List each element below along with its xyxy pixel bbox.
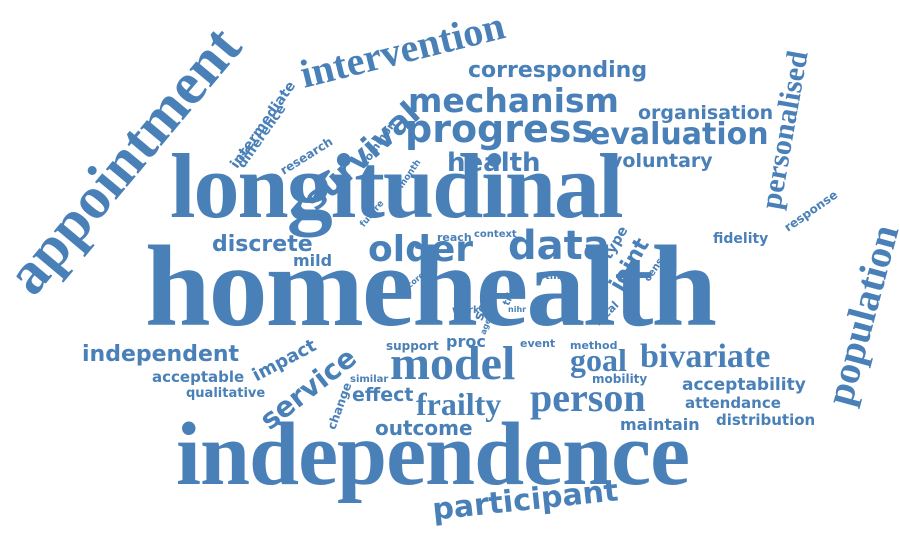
word-fidelity: fidelity xyxy=(713,232,768,246)
word-independent: independent xyxy=(82,344,239,366)
word-bivariate: bivariate xyxy=(640,340,770,374)
word-organisation: organisation xyxy=(638,104,773,123)
word-event: event xyxy=(520,338,555,349)
word-mild: mild xyxy=(293,253,332,269)
word-qualitative: qualitative xyxy=(186,387,265,400)
word-progress: progress xyxy=(405,110,594,148)
word-work: work xyxy=(452,306,480,316)
word-reach: reach xyxy=(437,232,472,243)
word-attendance: attendance xyxy=(685,396,781,411)
word-evaluation: evaluation xyxy=(590,120,769,150)
word-acceptable: acceptable xyxy=(152,370,244,385)
word-time: time xyxy=(545,272,570,282)
word-health: health xyxy=(447,150,541,176)
word-context: context xyxy=(474,230,517,240)
word-person: person xyxy=(530,378,646,418)
word-population: population xyxy=(819,221,900,410)
word-distribution: distribution xyxy=(716,413,815,428)
word-response: response xyxy=(782,188,840,233)
word-effect: effect xyxy=(352,386,414,405)
word-outcome: outcome xyxy=(375,418,473,438)
word-data: data xyxy=(508,226,610,266)
word-acceptability: acceptability xyxy=(682,377,806,394)
word-corresponding-final: corresponding xyxy=(468,60,647,82)
word-nihr: nihr xyxy=(508,306,526,314)
word-model: model xyxy=(390,340,515,388)
word-maintain: maintain xyxy=(620,417,700,433)
word-voluntary: voluntary xyxy=(610,152,713,171)
